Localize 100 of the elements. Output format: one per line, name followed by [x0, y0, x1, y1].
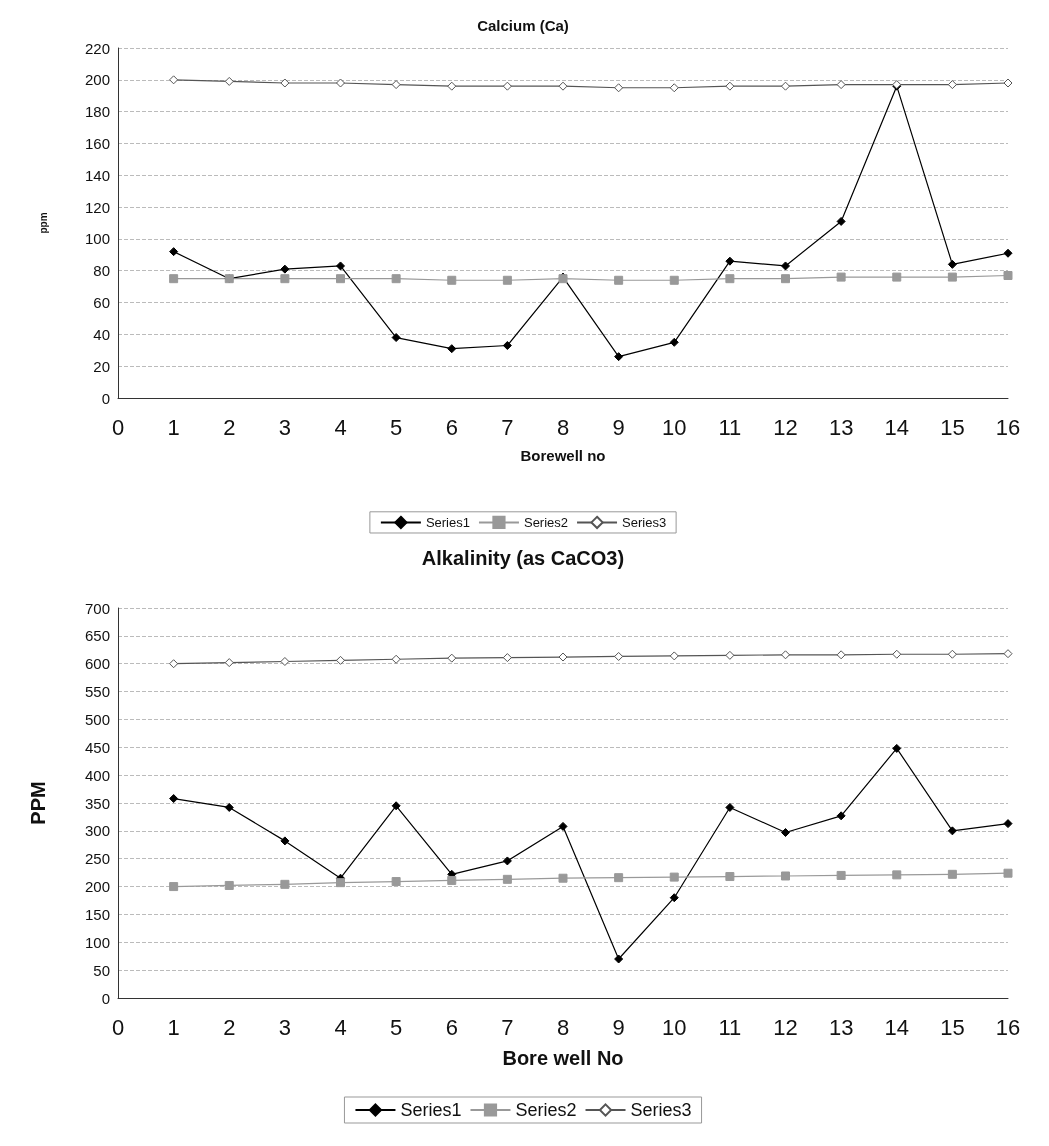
y-tick-label: 50 — [93, 961, 110, 979]
y-tick-label: 200 — [84, 878, 110, 896]
point — [169, 247, 179, 257]
x-tick-label: 12 — [773, 1014, 798, 1040]
point — [336, 78, 345, 88]
point — [391, 333, 401, 343]
point — [669, 83, 679, 93]
y-tick-label: 100 — [84, 230, 110, 248]
y-axis-title: ppm — [37, 212, 49, 234]
y-tick-label: 40 — [93, 325, 110, 343]
x-tick-label: 8 — [556, 414, 570, 440]
x-tick-label: 15 — [940, 414, 965, 440]
x-tick-label: 9 — [612, 1014, 625, 1040]
x-tick-label: 11 — [718, 1014, 742, 1040]
chart-title: Calcium (Ca) — [477, 17, 569, 34]
point — [224, 658, 234, 668]
y-tick-label: 100 — [84, 933, 110, 951]
point — [836, 811, 846, 821]
x-tick-label: 14 — [884, 414, 909, 440]
point — [336, 878, 345, 888]
point — [892, 649, 902, 659]
point — [725, 274, 735, 284]
point — [947, 649, 957, 659]
y-tick-label: 80 — [93, 262, 110, 280]
x-tick-label: 16 — [995, 1014, 1021, 1040]
point — [280, 656, 290, 666]
point — [892, 870, 902, 880]
legend-label: Series1 — [400, 1100, 462, 1120]
y-tick-label: 150 — [84, 905, 110, 923]
x-tick-label: 1 — [167, 1014, 180, 1040]
x-tick-label: 14 — [884, 1014, 909, 1040]
x-tick-label: 5 — [390, 1014, 403, 1040]
legend-label: Series3 — [622, 514, 667, 530]
point — [391, 801, 401, 811]
point — [280, 274, 290, 284]
point — [1003, 819, 1013, 829]
point — [947, 826, 957, 836]
point — [224, 76, 234, 86]
point — [781, 261, 790, 271]
point — [224, 880, 234, 890]
y-tick-label: 450 — [84, 738, 110, 756]
x-tick-label: 10 — [662, 414, 687, 440]
point — [725, 872, 735, 882]
point — [558, 81, 568, 91]
x-tick-label: 7 — [501, 1014, 514, 1040]
x-tick-label: 7 — [501, 414, 514, 440]
y-tick-label: 0 — [101, 389, 110, 407]
point — [280, 879, 290, 889]
point — [558, 873, 568, 883]
point — [836, 870, 846, 880]
y-tick-label: 350 — [84, 794, 110, 812]
point — [447, 875, 457, 885]
point — [502, 275, 512, 285]
y-tick-label: 700 — [84, 599, 110, 617]
point — [447, 81, 457, 91]
x-tick-label: 10 — [662, 1014, 687, 1040]
chart-title: Alkalinity (as CaCO3) — [421, 547, 625, 569]
point — [614, 83, 624, 93]
y-tick-label: 400 — [84, 766, 110, 784]
y-tick-label: 650 — [84, 627, 110, 645]
point — [169, 659, 179, 669]
point — [725, 256, 735, 266]
point — [336, 261, 345, 271]
point — [781, 871, 790, 881]
legend-label: Series2 — [523, 514, 569, 530]
point — [169, 274, 179, 284]
point — [280, 264, 290, 274]
point — [947, 259, 957, 269]
x-tick-label: 13 — [828, 414, 854, 440]
point — [669, 651, 679, 661]
point — [224, 802, 234, 812]
x-tick-label: 4 — [334, 1014, 347, 1040]
point — [669, 337, 679, 347]
point — [447, 344, 457, 354]
point — [1003, 868, 1013, 878]
y-tick-label: 550 — [84, 683, 110, 701]
point — [1003, 248, 1013, 258]
x-tick-label: 9 — [612, 414, 625, 440]
x-tick-label: 15 — [940, 1014, 965, 1040]
y-tick-label: 120 — [84, 198, 110, 216]
point — [836, 650, 846, 660]
point — [502, 856, 512, 866]
x-tick-label: 4 — [334, 414, 347, 440]
point — [502, 874, 512, 884]
x-tick-label: 13 — [828, 1014, 854, 1040]
point — [614, 873, 624, 883]
y-tick-label: 0 — [101, 989, 110, 1007]
x-tick-label: 16 — [995, 414, 1021, 440]
point — [669, 872, 679, 882]
point — [502, 341, 512, 350]
legend-label: Series2 — [515, 1100, 577, 1120]
point — [502, 653, 512, 663]
point — [725, 81, 735, 91]
y-tick-label: 300 — [84, 822, 110, 840]
x-tick-label: 8 — [556, 1014, 570, 1040]
point — [1003, 649, 1013, 659]
y-tick-label: 20 — [93, 357, 110, 375]
point — [391, 654, 401, 664]
point — [892, 743, 902, 753]
x-tick-label: 6 — [445, 1014, 458, 1040]
